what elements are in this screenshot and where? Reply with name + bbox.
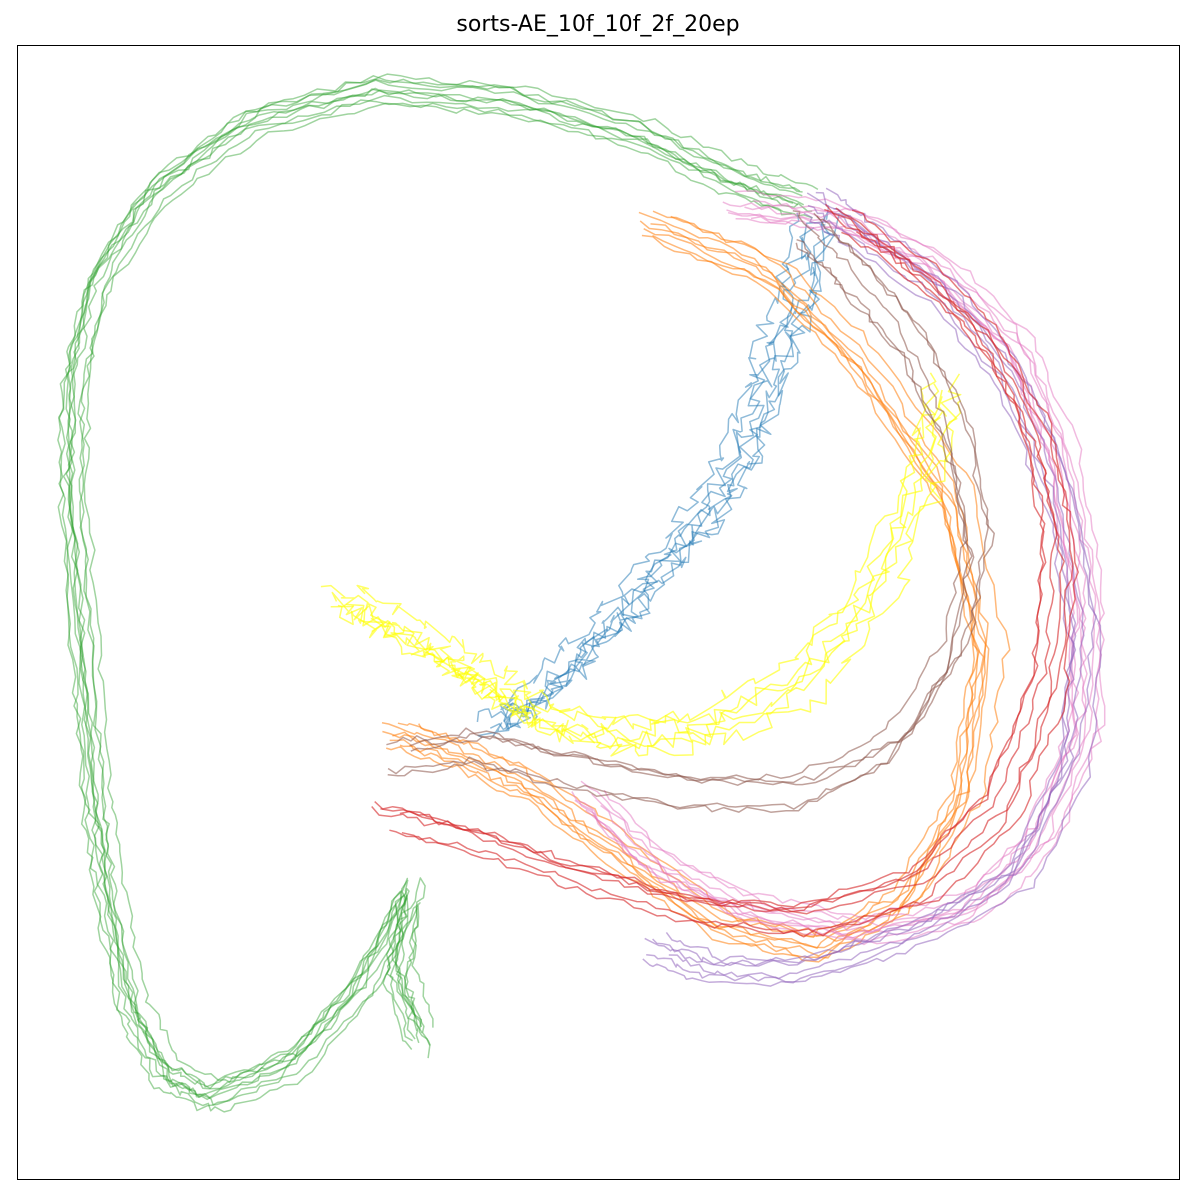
trajectory-line [62, 89, 799, 1101]
trajectory-line [389, 228, 985, 957]
series-group [381, 210, 1011, 963]
trajectory-line [578, 211, 1081, 939]
trajectory-line [665, 187, 1097, 963]
trajectory-line [331, 383, 940, 742]
trajectory-line [362, 400, 962, 757]
trajectory-line [409, 212, 989, 784]
trajectory-line [591, 205, 1097, 934]
trajectory-line [83, 73, 819, 1083]
trajectory-line [392, 223, 987, 949]
trajectory-line [401, 230, 1079, 937]
trajectory-line [320, 372, 937, 730]
trajectory-line [389, 231, 1065, 938]
trajectory-line [399, 209, 1074, 915]
trajectory-line [77, 94, 813, 1106]
trajectory-line [57, 99, 792, 1112]
series-group [320, 372, 962, 757]
trajectory-line [387, 242, 975, 813]
trajectory-line [503, 211, 829, 723]
series-group [476, 211, 840, 739]
series-group [386, 210, 995, 813]
trajectory-line [381, 211, 975, 938]
trajectory-line [371, 208, 1046, 913]
trajectory-line [644, 192, 1077, 967]
trajectory-line [574, 209, 1079, 936]
trajectory-line [78, 102, 813, 1113]
trajectory-line [356, 373, 962, 731]
trajectory-line [374, 203, 1047, 908]
trajectory-line [382, 220, 980, 949]
trajectory-line [68, 88, 805, 1099]
trajectory-line [330, 389, 947, 750]
trajectory-line [67, 78, 803, 1088]
trajectory-line [505, 223, 831, 731]
trajectory-line [642, 212, 1075, 987]
trajectory-line [477, 227, 815, 739]
trajectory-line [68, 79, 803, 1090]
trajectory-line [571, 201, 1075, 928]
trajectory-line [399, 234, 990, 959]
trajectory-line [505, 214, 840, 730]
trajectory-line [58, 87, 794, 1098]
trajectory-line [64, 75, 801, 1090]
trajectory-plot [57, 73, 1106, 1113]
series-group [57, 73, 819, 1113]
trajectory-line [668, 207, 1102, 983]
trajectory-line [418, 215, 1011, 942]
trajectory-line [580, 190, 1088, 921]
trajectory-line [387, 238, 973, 810]
trajectory-line [386, 210, 969, 781]
series-group [371, 203, 1079, 938]
trajectory-line [652, 191, 1085, 967]
plot-area [17, 45, 1180, 1180]
trajectory-line [337, 396, 943, 750]
trajectory-line [476, 212, 800, 723]
trajectory-line [397, 210, 989, 937]
chart-title: sorts-AE_10f_10f_2f_20ep [456, 12, 740, 37]
trajectory-line [489, 221, 824, 731]
series-group [642, 187, 1102, 987]
